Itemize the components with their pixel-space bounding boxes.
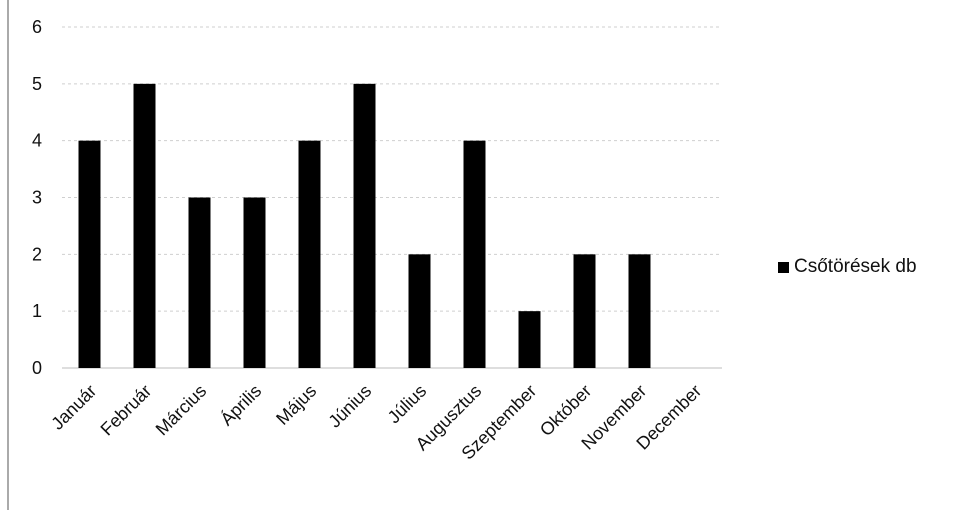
legend: Csőtörések db (778, 256, 917, 278)
bar (243, 197, 266, 368)
bar (573, 254, 596, 368)
bar (628, 254, 651, 368)
legend-swatch (778, 261, 789, 273)
y-tick-label: 3 (32, 188, 42, 208)
bars (78, 83, 651, 368)
bar (408, 254, 431, 368)
x-tick-label: Március (152, 381, 211, 440)
x-tick-label: Február (97, 381, 156, 440)
bar (518, 311, 541, 368)
bar (353, 83, 376, 368)
bar (133, 83, 156, 368)
legend-label: Csőtörések db (794, 256, 917, 277)
x-tick-label: Július (384, 381, 431, 428)
x-tick-label: Május (272, 381, 320, 429)
gridlines (62, 26, 722, 369)
bar (463, 140, 486, 368)
y-tick-label: 1 (32, 301, 42, 321)
bar (298, 140, 321, 368)
y-axis-tick-labels: 0 1 2 3 4 5 6 (32, 17, 42, 378)
x-tick-label: Január (47, 381, 100, 434)
bar (78, 140, 101, 368)
y-tick-label: 6 (32, 17, 42, 37)
bar (188, 197, 211, 368)
y-tick-label: 0 (32, 358, 42, 378)
y-tick-label: 2 (32, 244, 42, 264)
x-tick-label: Április (217, 381, 266, 430)
y-tick-label: 4 (32, 131, 42, 151)
y-tick-label: 5 (32, 74, 42, 94)
x-tick-label: Június (324, 381, 375, 432)
